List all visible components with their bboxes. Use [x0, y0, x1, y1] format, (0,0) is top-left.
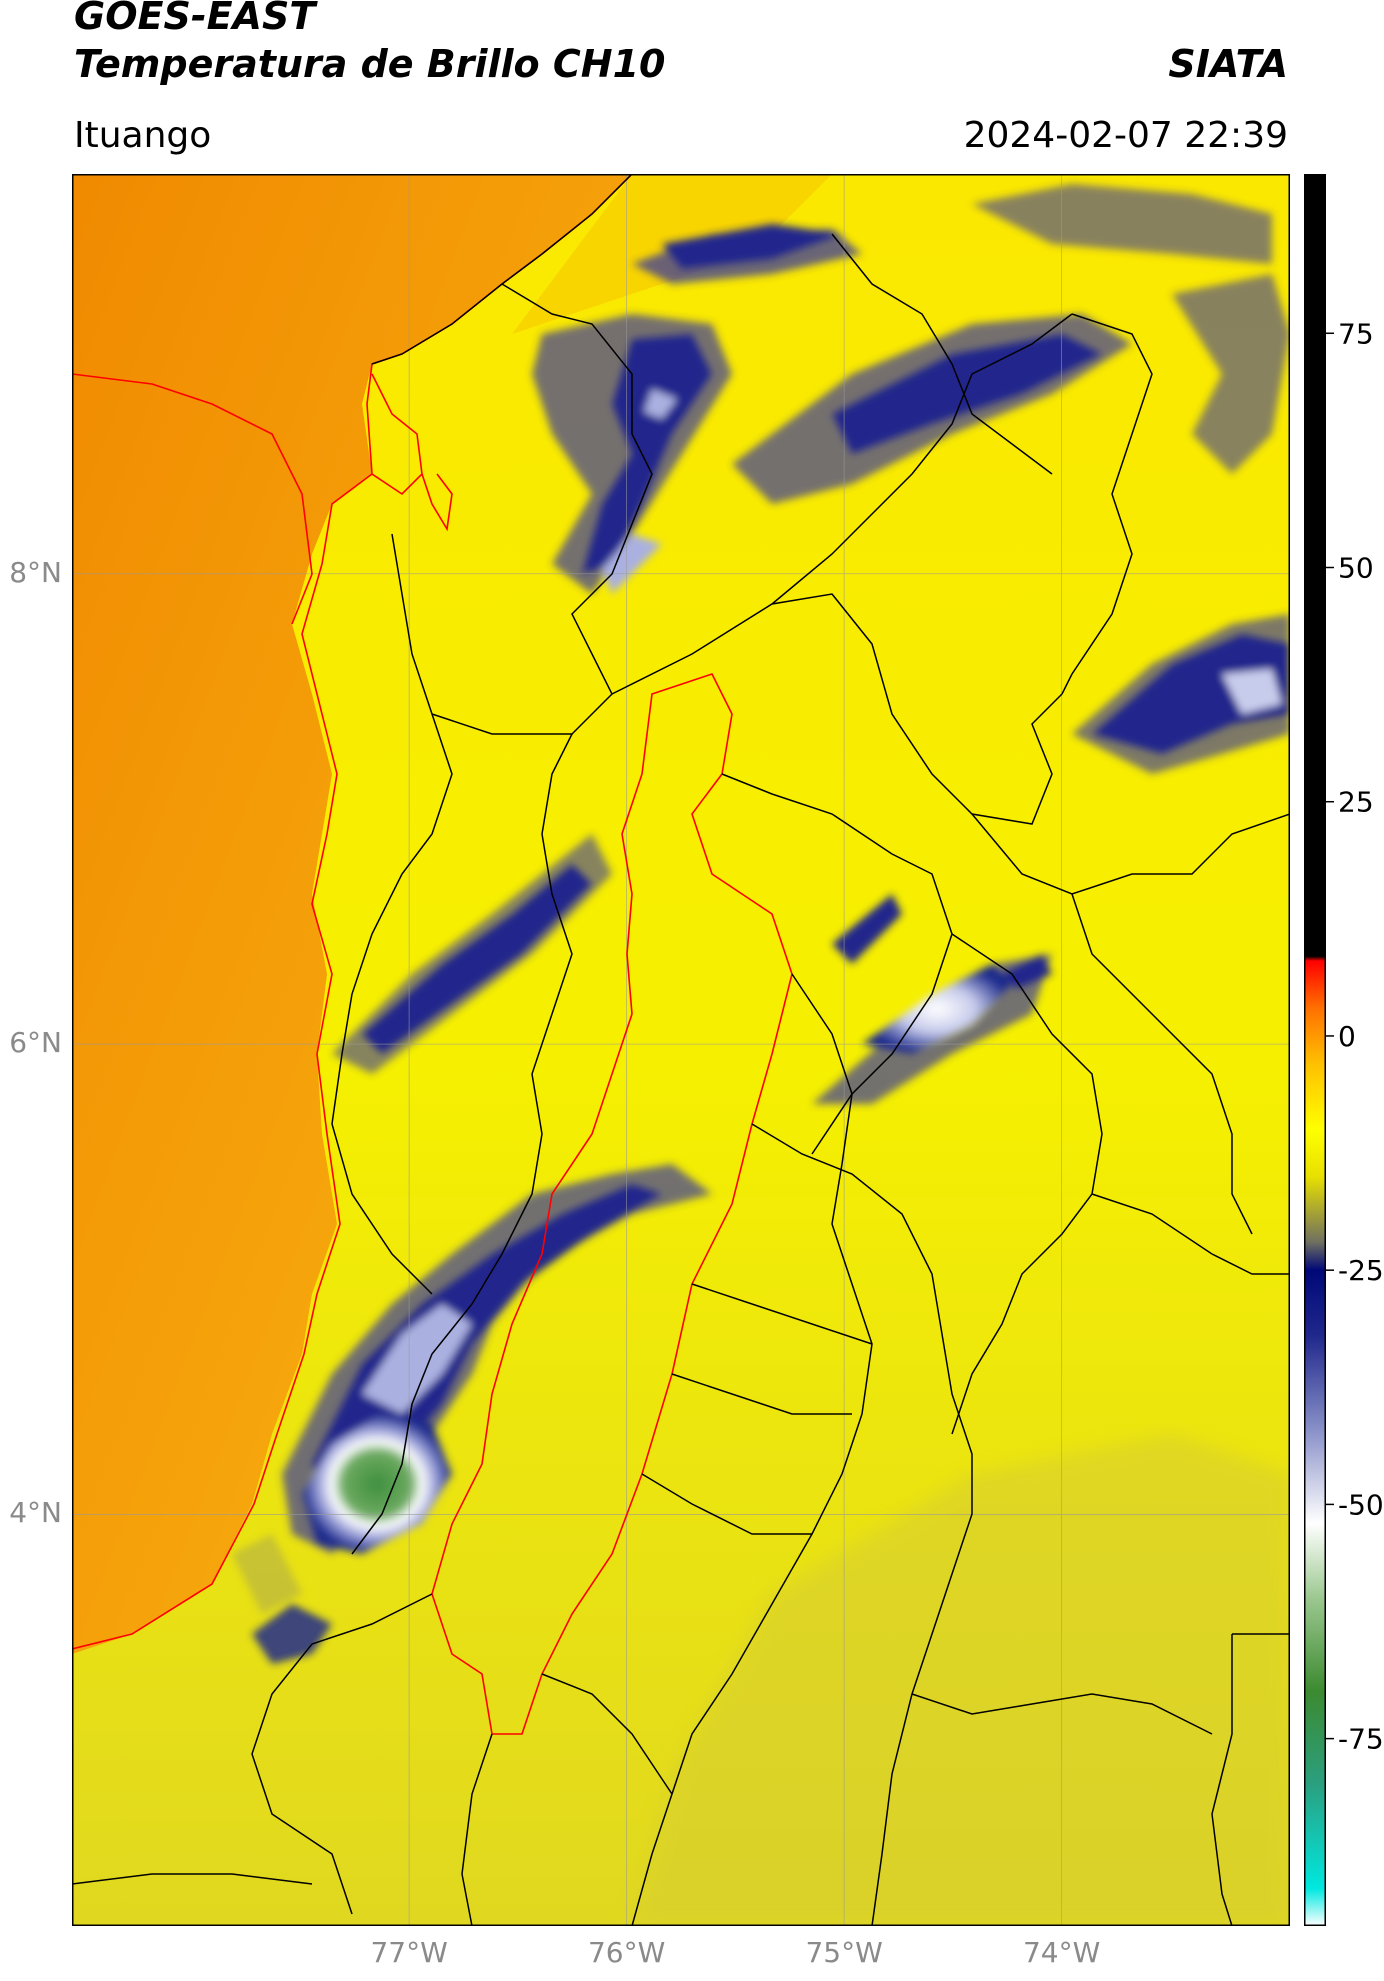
colorbar-ticks: 75 50 25 0 -25 -50 -75: [1326, 317, 1384, 1756]
cloud-band-east: [1072, 614, 1290, 774]
gridlines: [72, 174, 1290, 1926]
colorbar-tick-label: 50: [1338, 551, 1374, 584]
cloud-band-south: [232, 1164, 712, 1664]
colorbar-tick-label: 75: [1338, 317, 1374, 350]
admin-borders: [72, 174, 1290, 1926]
map-border: [72, 174, 1290, 1926]
cloud-bands-north: [532, 184, 1290, 594]
product-title: Temperatura de Brillo CH10: [74, 42, 666, 86]
lon-tick-label: 75°W: [805, 1936, 883, 1969]
ocean-area: [72, 174, 632, 1654]
region-outline: [431, 673, 793, 1735]
lat-tick-label: 6°N: [9, 1026, 62, 1060]
colorbar-tick-label: -50: [1338, 1488, 1384, 1521]
colorbar-tick-label: -25: [1338, 1254, 1384, 1287]
colorbar-border: [1304, 174, 1326, 1926]
lat-tick-label: 4°N: [9, 1496, 62, 1530]
coastline-panama: [72, 373, 313, 625]
colorbar-fill: [1304, 174, 1326, 1926]
organization-label: SIATA: [1168, 42, 1288, 86]
colorbar-tick-label: -75: [1338, 1723, 1384, 1756]
timestamp-label: 2024-02-07 22:39: [963, 115, 1288, 156]
lon-tick-label: 76°W: [587, 1936, 666, 1969]
lon-tick-label: 74°W: [1022, 1936, 1101, 1969]
lat-tick-label: 8°N: [9, 555, 62, 589]
satellite-title: GOES-EAST: [74, 0, 316, 38]
colorbar-tick-label: 25: [1338, 786, 1374, 819]
lowland-shade: [632, 1434, 1290, 1926]
brightness-temperature-map: [72, 174, 1290, 1926]
cloud-band-central: [332, 834, 1052, 1104]
region-label: Ituango: [74, 115, 212, 156]
coastline-bay-urabá: [421, 473, 453, 532]
colorbar-tick-label: 0: [1338, 1020, 1356, 1053]
lon-tick-label: 77°W: [370, 1936, 448, 1969]
temperature-colorbar: 75 50 25 0 -25 -50 -75: [1304, 174, 1384, 1926]
